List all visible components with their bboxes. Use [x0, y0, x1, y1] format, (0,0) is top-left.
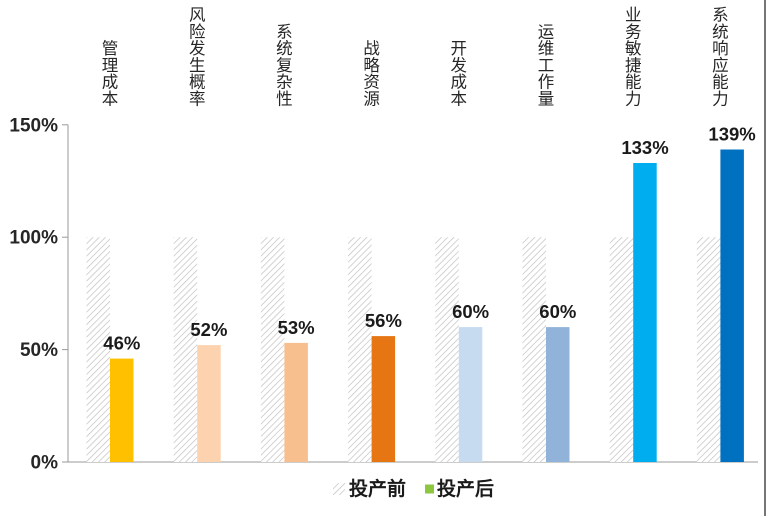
svg-text:务: 务: [625, 22, 642, 41]
svg-text:作: 作: [538, 73, 555, 92]
svg-text:敏: 敏: [625, 39, 642, 58]
svg-text:响: 响: [712, 39, 729, 58]
svg-text:性: 性: [276, 90, 293, 109]
svg-text:50%: 50%: [20, 340, 58, 361]
svg-text:业: 业: [625, 6, 642, 25]
svg-text:53%: 53%: [278, 317, 315, 338]
svg-text:风: 风: [189, 7, 206, 25]
svg-text:理: 理: [102, 57, 119, 75]
svg-text:150%: 150%: [9, 115, 58, 136]
svg-text:能: 能: [625, 73, 642, 92]
svg-text:133%: 133%: [621, 137, 668, 158]
svg-text:发: 发: [189, 39, 206, 58]
svg-text:险: 险: [189, 22, 206, 41]
svg-text:46%: 46%: [103, 333, 140, 354]
svg-text:管: 管: [102, 39, 119, 58]
svg-text:本: 本: [102, 90, 119, 109]
svg-text:杂: 杂: [276, 73, 293, 92]
svg-text:略: 略: [363, 56, 380, 75]
svg-text:52%: 52%: [190, 319, 227, 340]
svg-text:系: 系: [712, 6, 729, 25]
svg-text:生: 生: [189, 56, 206, 75]
svg-text:成: 成: [102, 73, 119, 92]
svg-text:捷: 捷: [625, 56, 642, 75]
svg-text:概: 概: [189, 73, 206, 92]
svg-text:100%: 100%: [9, 228, 58, 249]
svg-text:复: 复: [276, 56, 293, 75]
svg-text:统: 统: [712, 22, 729, 41]
svg-text:量: 量: [538, 91, 555, 109]
svg-text:投产后: 投产后: [437, 477, 494, 500]
svg-text:能: 能: [712, 73, 729, 92]
svg-text:统: 统: [276, 39, 293, 58]
svg-text:60%: 60%: [539, 301, 576, 322]
svg-text:系: 系: [276, 22, 293, 41]
svg-text:力: 力: [712, 90, 729, 109]
svg-text:力: 力: [625, 90, 642, 109]
svg-text:运: 运: [538, 22, 555, 41]
svg-text:资: 资: [363, 73, 380, 92]
svg-text:发: 发: [451, 56, 468, 75]
svg-text:工: 工: [538, 57, 555, 75]
svg-text:率: 率: [189, 90, 206, 109]
svg-text:开: 开: [451, 40, 468, 58]
svg-text:战: 战: [363, 39, 380, 58]
svg-text:维: 维: [538, 39, 555, 58]
svg-text:139%: 139%: [708, 124, 755, 145]
svg-text:源: 源: [363, 90, 380, 109]
svg-text:本: 本: [451, 90, 468, 109]
svg-text:60%: 60%: [452, 301, 489, 322]
svg-text:投产前: 投产前: [349, 477, 406, 500]
svg-text:0%: 0%: [31, 453, 59, 474]
svg-text:成: 成: [451, 73, 468, 92]
svg-text:56%: 56%: [365, 310, 402, 331]
svg-text:应: 应: [712, 56, 729, 75]
